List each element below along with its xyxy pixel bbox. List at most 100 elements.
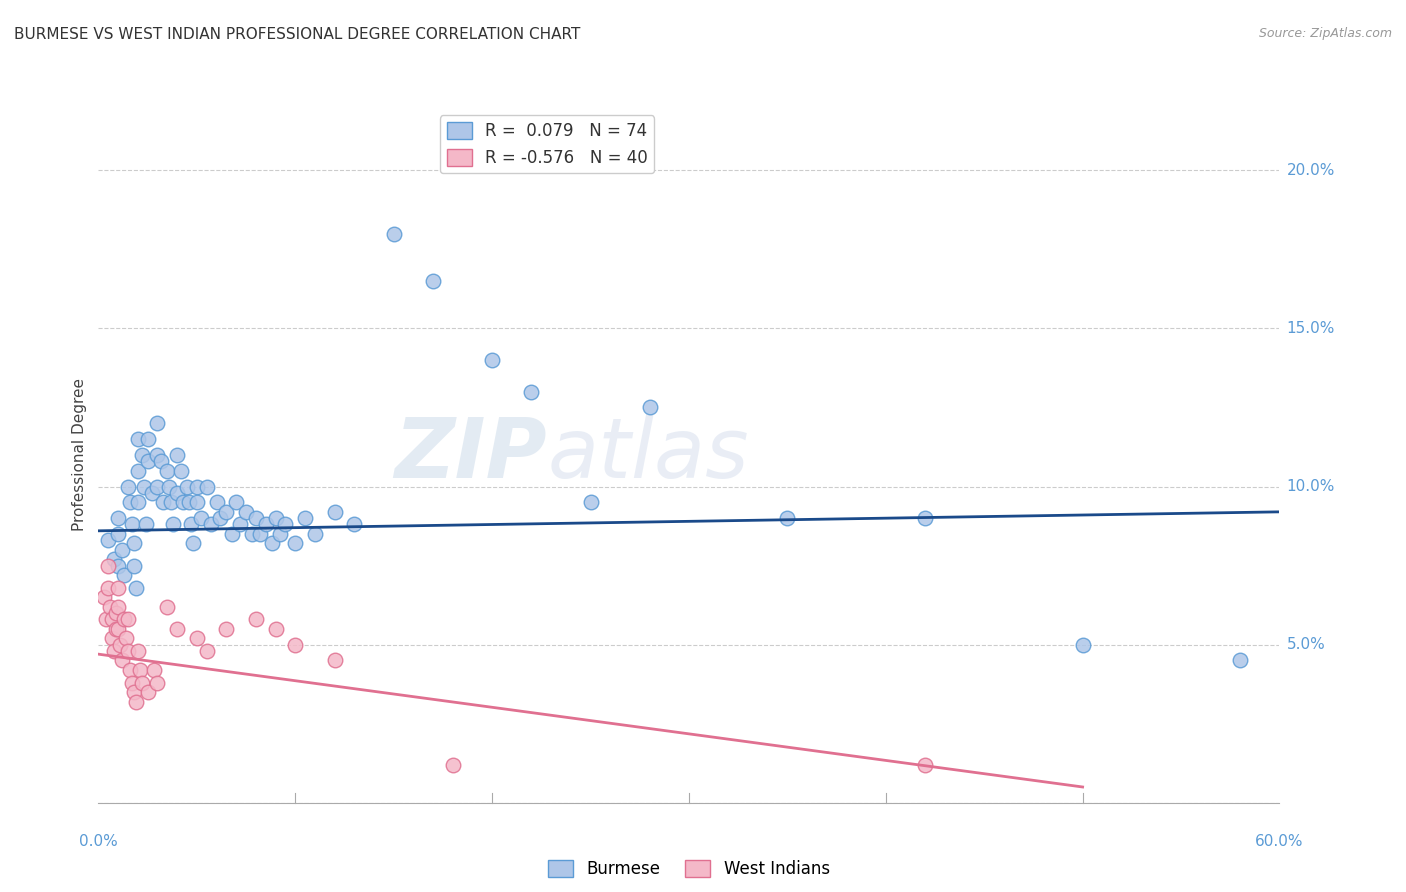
Point — [131, 675, 153, 690]
Point — [638, 401, 661, 415]
Point — [101, 632, 124, 646]
Point — [240, 527, 263, 541]
Point — [107, 558, 129, 573]
Point — [93, 591, 115, 605]
Point — [97, 581, 120, 595]
Point — [162, 517, 184, 532]
Y-axis label: Professional Degree: Professional Degree — [72, 378, 87, 532]
Point — [142, 663, 165, 677]
Point — [115, 632, 138, 646]
Point — [1071, 638, 1094, 652]
Text: 10.0%: 10.0% — [1286, 479, 1334, 494]
Point — [132, 479, 155, 493]
Point — [97, 533, 120, 548]
Point — [177, 495, 200, 509]
Point — [186, 479, 208, 493]
Point — [190, 511, 212, 525]
Point — [156, 464, 179, 478]
Point — [136, 432, 159, 446]
Point — [481, 353, 503, 368]
Point — [97, 558, 120, 573]
Point — [200, 517, 222, 532]
Point — [215, 622, 238, 636]
Point — [125, 581, 148, 595]
Point — [294, 511, 316, 525]
Point — [264, 622, 287, 636]
Point — [284, 536, 307, 550]
Point — [117, 612, 139, 626]
Point — [150, 454, 173, 468]
Point — [128, 663, 150, 677]
Point — [141, 486, 163, 500]
Point — [125, 695, 148, 709]
Point — [166, 622, 188, 636]
Point — [107, 622, 129, 636]
Point — [96, 612, 118, 626]
Point — [205, 495, 228, 509]
Point — [284, 638, 307, 652]
Point — [117, 479, 139, 493]
Point — [127, 644, 149, 658]
Point — [323, 653, 346, 667]
Point — [122, 685, 145, 699]
Point — [520, 384, 543, 399]
Point — [111, 653, 134, 667]
Text: 15.0%: 15.0% — [1286, 321, 1334, 336]
Point — [176, 479, 198, 493]
Point — [245, 612, 267, 626]
Point — [186, 632, 208, 646]
Point — [121, 675, 143, 690]
Point — [136, 454, 159, 468]
Point — [323, 505, 346, 519]
Point — [160, 495, 183, 509]
Point — [118, 663, 141, 677]
Point — [914, 757, 936, 772]
Point — [225, 495, 247, 509]
Point — [264, 511, 287, 525]
Point — [107, 581, 129, 595]
Point — [103, 644, 125, 658]
Point — [117, 644, 139, 658]
Point — [157, 479, 180, 493]
Text: 60.0%: 60.0% — [1256, 834, 1303, 849]
Text: atlas: atlas — [547, 415, 749, 495]
Point — [382, 227, 405, 241]
Point — [112, 612, 135, 626]
Point — [172, 495, 194, 509]
Point — [181, 536, 204, 550]
Point — [260, 536, 283, 550]
Point — [195, 644, 218, 658]
Text: ZIP: ZIP — [395, 415, 547, 495]
Text: 5.0%: 5.0% — [1286, 637, 1326, 652]
Point — [121, 517, 143, 532]
Point — [156, 599, 179, 614]
Point — [152, 495, 174, 509]
Point — [166, 448, 188, 462]
Text: 20.0%: 20.0% — [1286, 163, 1334, 178]
Legend: Burmese, West Indians: Burmese, West Indians — [541, 854, 837, 885]
Point — [146, 417, 169, 431]
Point — [215, 505, 238, 519]
Point — [254, 517, 277, 532]
Point — [108, 638, 131, 652]
Point — [180, 517, 202, 532]
Point — [249, 527, 271, 541]
Point — [136, 685, 159, 699]
Point — [274, 517, 297, 532]
Point — [127, 432, 149, 446]
Point — [107, 527, 129, 541]
Point — [579, 495, 602, 509]
Point — [195, 479, 218, 493]
Point — [103, 552, 125, 566]
Point — [112, 568, 135, 582]
Point — [914, 511, 936, 525]
Text: 0.0%: 0.0% — [79, 834, 118, 849]
Point — [186, 495, 208, 509]
Point — [146, 448, 169, 462]
Point — [146, 479, 169, 493]
Point — [441, 757, 464, 772]
Point — [229, 517, 252, 532]
Point — [111, 542, 134, 557]
Point — [221, 527, 243, 541]
Text: Source: ZipAtlas.com: Source: ZipAtlas.com — [1258, 27, 1392, 40]
